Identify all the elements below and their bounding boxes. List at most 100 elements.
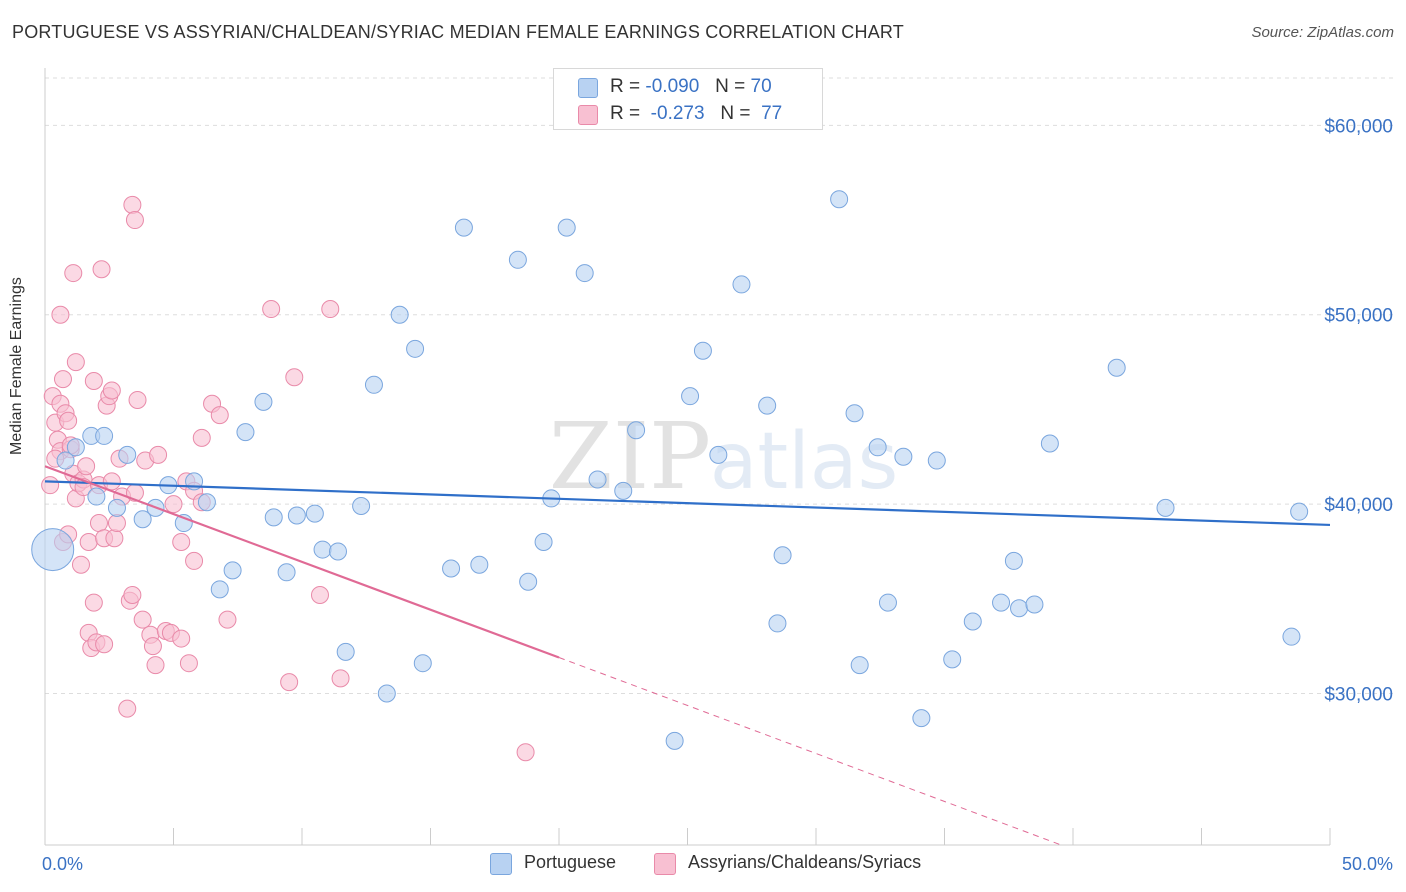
portuguese-point — [1025, 595, 1044, 614]
assyrian-point — [105, 529, 124, 548]
portuguese-point — [1282, 627, 1301, 646]
portuguese-point — [287, 506, 306, 525]
portuguese-point — [1010, 599, 1029, 618]
x-tick-label-max: 50.0% — [1342, 854, 1393, 874]
portuguese-point — [773, 546, 792, 565]
portuguese-point — [519, 572, 538, 591]
portuguese-point — [305, 504, 324, 523]
portuguese-point — [693, 341, 712, 360]
r-label: R = — [610, 76, 641, 97]
assyrian-point — [149, 445, 168, 464]
assyrian-point — [516, 743, 535, 762]
portuguese-point — [992, 593, 1011, 612]
portuguese-point — [912, 709, 931, 728]
portuguese-point — [758, 396, 777, 415]
assyrian-point — [64, 264, 83, 283]
assyrian-point — [331, 669, 350, 688]
assyrian-points — [41, 195, 535, 762]
gridlines — [45, 77, 1393, 694]
portuguese-point — [830, 190, 849, 209]
chart-title: PORTUGUESE VS ASSYRIAN/CHALDEAN/SYRIAC M… — [12, 22, 904, 42]
portuguese-point — [878, 593, 897, 612]
r-value-portuguese: -0.090 — [645, 76, 700, 97]
n-label: N = — [715, 76, 746, 97]
portuguese-point — [336, 642, 355, 661]
portuguese-point — [894, 447, 913, 466]
assyrian-swatch — [578, 105, 598, 125]
source-label: Source: ZipAtlas.com — [1251, 24, 1394, 41]
assyrian-trend-extension — [558, 657, 1062, 846]
portuguese-point — [557, 218, 576, 237]
assyrian-point — [92, 260, 111, 279]
assyrian-point — [102, 381, 121, 400]
portuguese-point — [1040, 434, 1059, 453]
portuguese-point — [87, 487, 106, 506]
assyrian-point — [172, 629, 191, 648]
n-label: N = — [720, 103, 751, 124]
portuguese-point — [963, 612, 982, 631]
portuguese-trend-line — [44, 480, 1331, 527]
assyrian-point — [71, 555, 90, 574]
assyrian-point — [179, 654, 198, 673]
assyrian-point — [79, 532, 98, 551]
y-tick-label: $60,000 — [1324, 116, 1393, 137]
portuguese-point — [95, 426, 114, 445]
portuguese-point — [313, 540, 332, 559]
assyrian-point — [133, 610, 152, 629]
portuguese-point — [442, 559, 461, 578]
portuguese-point — [588, 470, 607, 489]
assyrian-point — [143, 637, 162, 656]
portuguese-legend-swatch — [490, 853, 512, 875]
portuguese-point — [107, 498, 126, 517]
assyrian-point — [77, 457, 96, 476]
portuguese-point — [845, 404, 864, 423]
assyrian-point — [321, 300, 340, 319]
portuguese-point — [868, 438, 887, 457]
portuguese-point — [732, 275, 751, 294]
assyrian-legend-swatch — [654, 853, 676, 875]
portuguese-point — [709, 445, 728, 464]
assyrian-point — [123, 195, 142, 214]
assyrian-point — [128, 390, 147, 409]
assyrian-point — [51, 305, 70, 324]
portuguese-legend-label: Portuguese — [524, 852, 617, 872]
assyrian-point — [192, 428, 211, 447]
assyrian-point — [285, 368, 304, 387]
portuguese-point — [850, 656, 869, 675]
tick-labels: $30,000 $40,000 $50,000 $60,000 0.0% 50.0% — [42, 116, 1393, 874]
y-tick-label: $40,000 — [1324, 495, 1393, 516]
portuguese-point — [56, 451, 75, 470]
portuguese-point — [534, 532, 553, 551]
legend-row-portuguese-text: R = -0.090 N = 70 — [610, 76, 772, 98]
portuguese-point — [454, 218, 473, 237]
portuguese-point — [210, 580, 229, 599]
n-value-portuguese: 70 — [750, 76, 772, 97]
portuguese-point — [927, 451, 946, 470]
portuguese-point — [66, 438, 85, 457]
portuguese-point — [406, 339, 425, 358]
portuguese-point — [1290, 502, 1309, 521]
portuguese-point — [575, 264, 594, 283]
x-tick-label-min: 0.0% — [42, 854, 83, 874]
portuguese-point — [1004, 551, 1023, 570]
portuguese-point — [31, 528, 75, 572]
assyrian-point — [146, 656, 165, 675]
portuguese-points — [31, 190, 1309, 750]
watermark-atlas: atlas — [710, 417, 899, 507]
y-tick-label: $30,000 — [1324, 684, 1393, 705]
portuguese-point — [118, 445, 137, 464]
assyrian-point — [66, 353, 85, 372]
assyrian-point — [102, 472, 121, 491]
assyrian-point — [107, 514, 126, 533]
portuguese-point — [390, 305, 409, 324]
portuguese-point — [133, 510, 152, 529]
portuguese-point — [277, 563, 296, 582]
assyrian-point — [164, 495, 183, 514]
assyrian-point — [84, 593, 103, 612]
n-value-assyrian: 77 — [761, 103, 783, 124]
portuguese-point — [665, 731, 684, 750]
portuguese-point — [254, 392, 273, 411]
portuguese-point — [197, 493, 216, 512]
assyrian-point — [123, 586, 142, 605]
